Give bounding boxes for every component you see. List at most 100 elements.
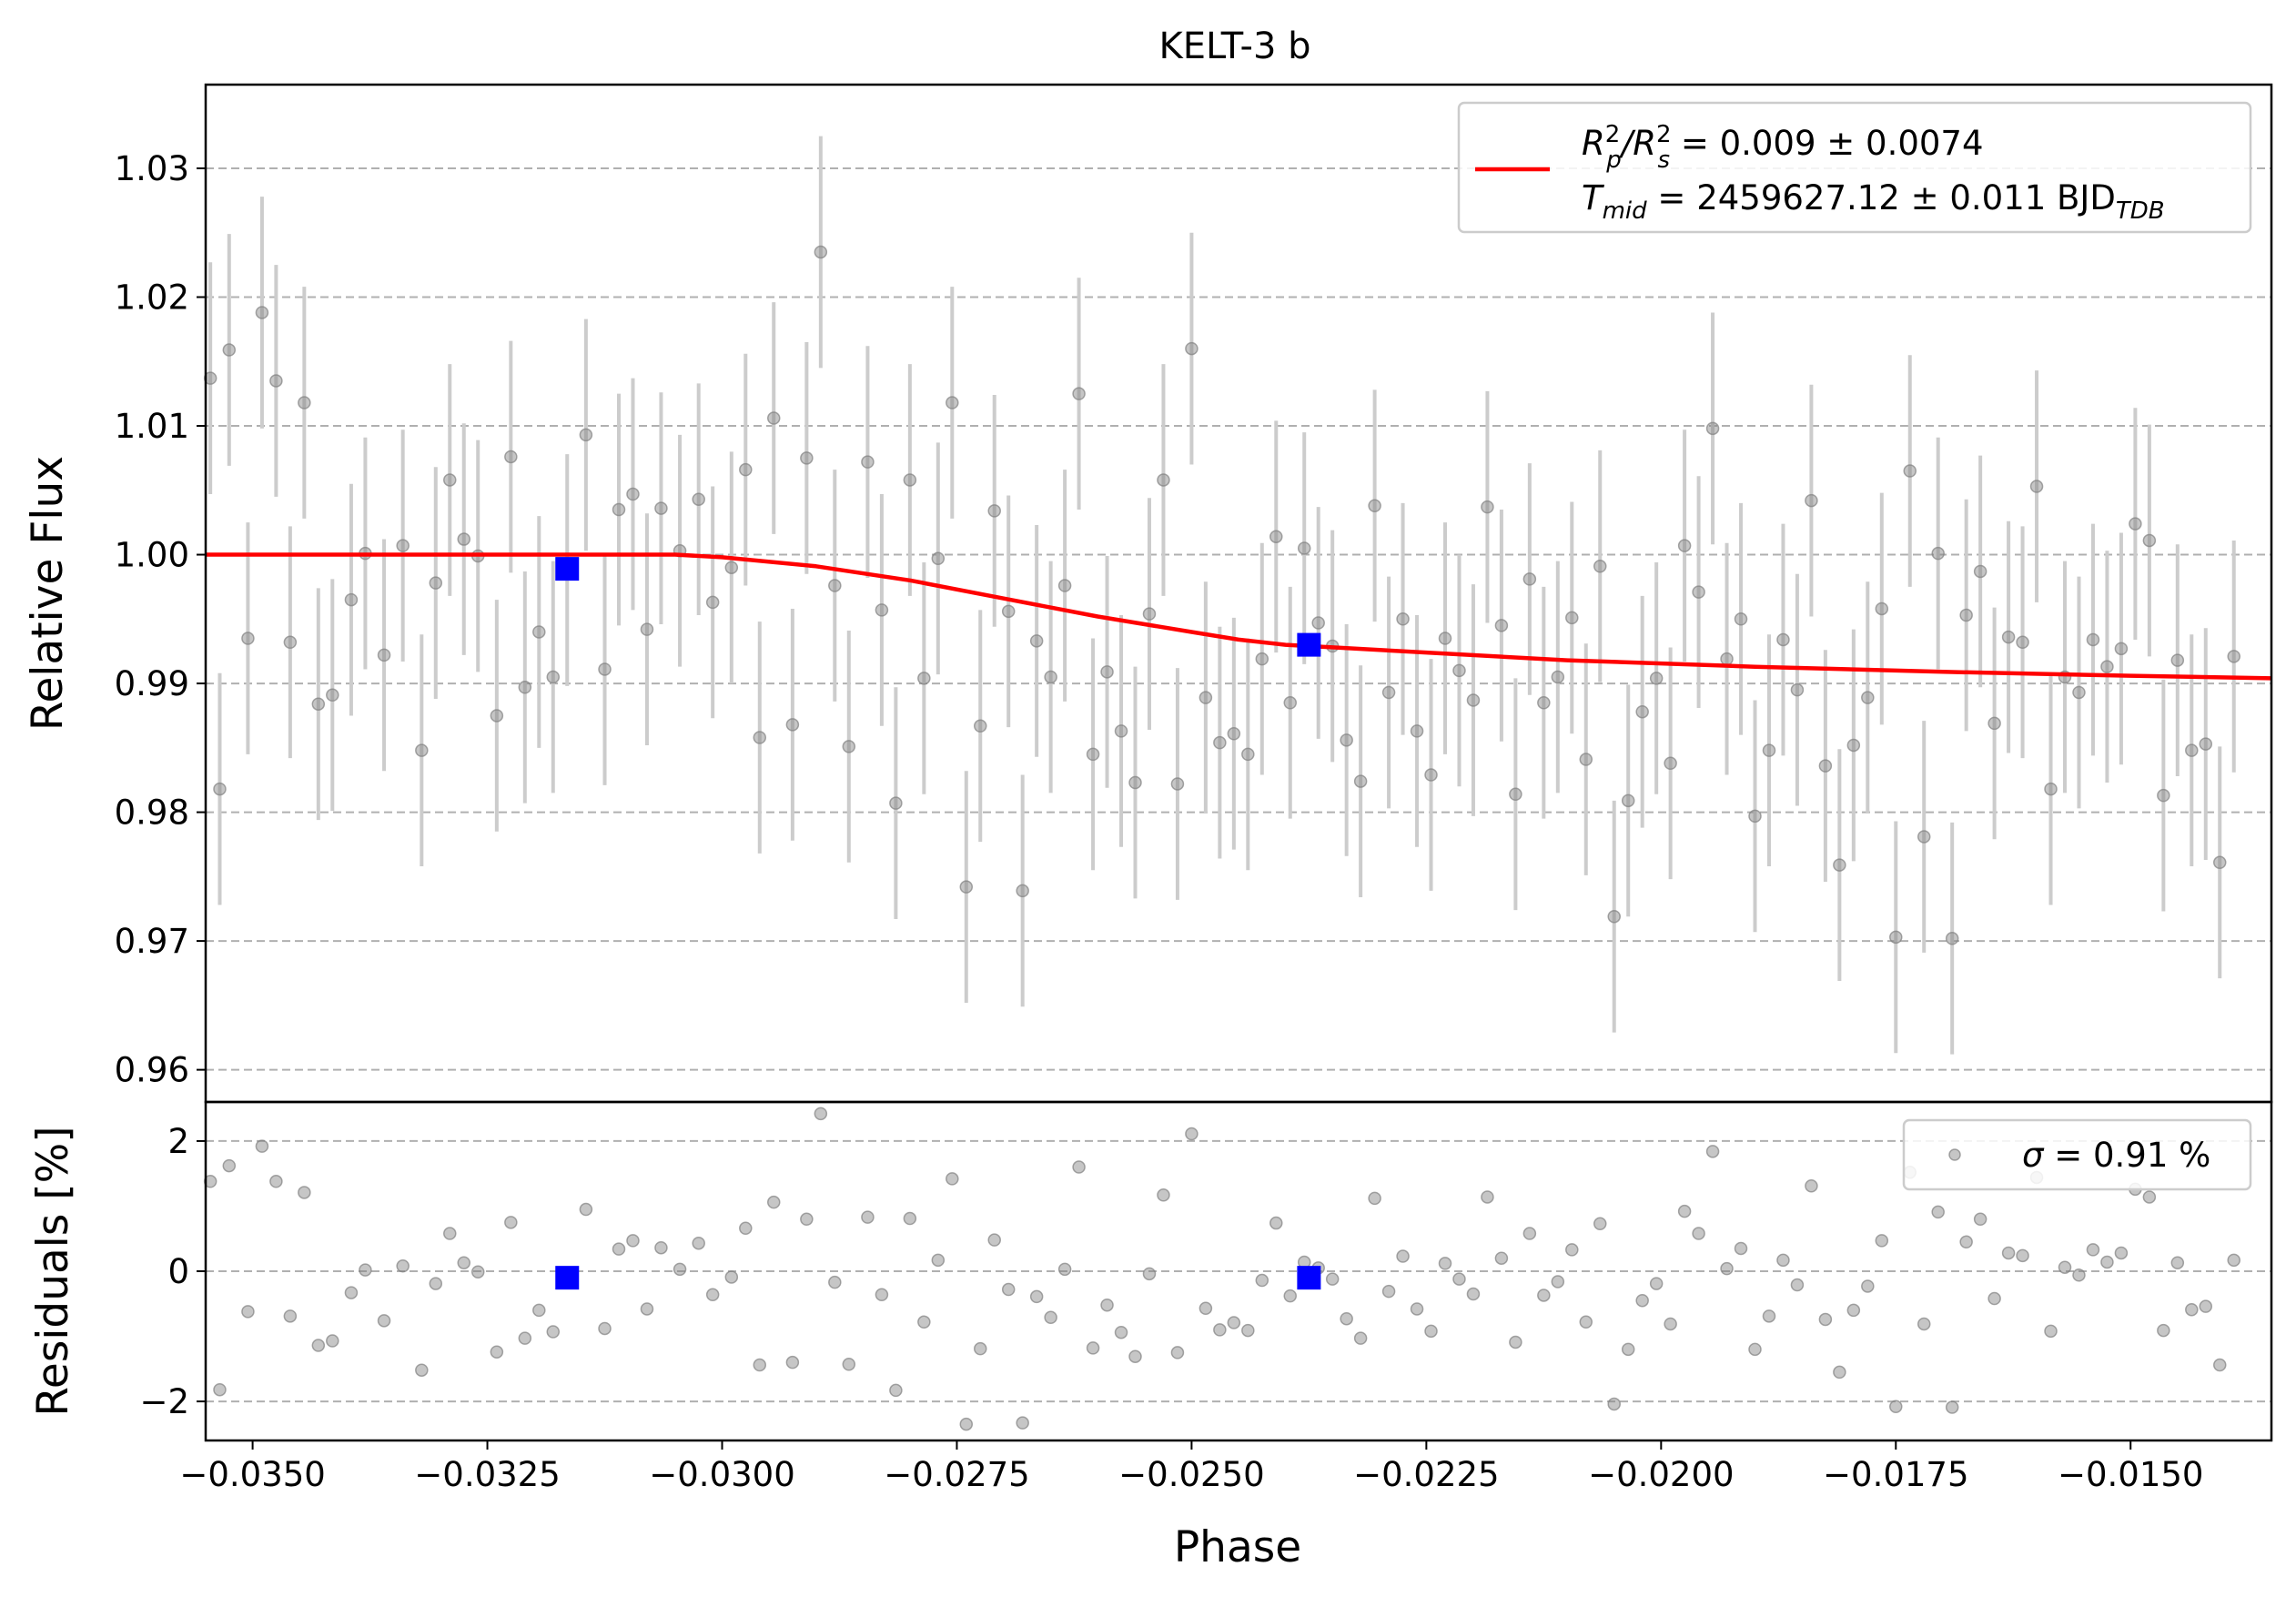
legend-tdb-sub: TDB bbox=[2116, 197, 2165, 225]
flux-data-point bbox=[974, 719, 987, 733]
residual-data-point bbox=[1988, 1291, 2001, 1306]
flux-data-point bbox=[1128, 775, 1142, 790]
flux-data-point bbox=[1762, 743, 1776, 757]
residual-data-point bbox=[1157, 1188, 1170, 1202]
residual-data-point bbox=[1325, 1272, 1340, 1286]
residual-y-tick-label: 2 bbox=[167, 1122, 189, 1161]
residual-data-point bbox=[1846, 1303, 1861, 1318]
residual-data-point bbox=[1522, 1227, 1537, 1240]
flux-data-point bbox=[377, 648, 391, 662]
flux-data-point bbox=[875, 603, 889, 617]
residual-legend-box bbox=[1902, 1118, 2252, 1191]
residual-data-point bbox=[946, 1172, 959, 1186]
flux-data-point bbox=[1692, 585, 1705, 599]
residual-data-point bbox=[640, 1302, 654, 1316]
flux-data-point bbox=[753, 731, 767, 744]
flux-data-point bbox=[1114, 724, 1128, 738]
flux-errorbars bbox=[208, 136, 2236, 1055]
legend-r-main: R bbox=[1582, 124, 1605, 163]
residual-data-point bbox=[1720, 1261, 1734, 1276]
residual-data-point bbox=[2114, 1246, 2129, 1260]
flux-data-point bbox=[1833, 858, 1846, 872]
residual-data-point bbox=[2157, 1323, 2170, 1338]
residual-data-point bbox=[359, 1263, 372, 1277]
residual-data-point bbox=[1748, 1342, 1762, 1357]
flux-data-point bbox=[2072, 685, 2086, 700]
x-axis-title: Phase bbox=[1174, 1522, 1301, 1572]
residual-data-point bbox=[255, 1139, 269, 1153]
residual-data-point bbox=[1128, 1349, 1142, 1363]
residual-data-point bbox=[1509, 1335, 1522, 1349]
flux-data-point bbox=[1565, 611, 1579, 625]
residual-data-point bbox=[2185, 1302, 2199, 1317]
residual-data-point bbox=[1283, 1289, 1297, 1303]
flux-data-point bbox=[1509, 787, 1522, 802]
flux-data-point bbox=[1734, 612, 1748, 626]
residual-data-point bbox=[753, 1358, 767, 1372]
residual-data-point bbox=[612, 1242, 626, 1256]
flux-data-point bbox=[1185, 341, 1199, 356]
residual-data-point bbox=[875, 1288, 889, 1302]
residual-data-point bbox=[1551, 1275, 1565, 1289]
residual-data-point bbox=[987, 1233, 1001, 1247]
residual-data-point bbox=[546, 1325, 561, 1339]
flux-data-point bbox=[1537, 696, 1551, 710]
flux-data-point bbox=[1241, 747, 1255, 762]
flux-data-point bbox=[1016, 884, 1029, 898]
flux-y-tick-label: 0.96 bbox=[115, 1051, 189, 1090]
residual-data-point bbox=[326, 1334, 339, 1348]
flux-data-point bbox=[2199, 737, 2213, 751]
flux-data-point bbox=[1931, 546, 1945, 561]
flux-data-point bbox=[457, 532, 470, 546]
flux-y-axis-title: Relative Flux bbox=[23, 456, 73, 731]
residual-data-point bbox=[1635, 1293, 1649, 1308]
flux-y-tick-label: 1.00 bbox=[115, 536, 189, 575]
flux-data-point bbox=[1142, 607, 1157, 621]
residual-data-point bbox=[1353, 1331, 1368, 1345]
flux-data-point bbox=[1805, 493, 1818, 508]
flux-data-point bbox=[692, 492, 705, 506]
residual-data-point bbox=[2072, 1268, 2086, 1282]
flux-data-point bbox=[828, 579, 842, 592]
flux-y-tick-label: 0.98 bbox=[115, 793, 189, 833]
flux-data-point bbox=[1269, 530, 1283, 543]
flux-data-point bbox=[2142, 533, 2157, 548]
flux-data-point bbox=[1607, 909, 1621, 924]
flux-data-point bbox=[1889, 930, 1903, 945]
flux-data-point bbox=[626, 487, 640, 501]
residual-data-point bbox=[1086, 1341, 1100, 1355]
residual-data-point bbox=[1170, 1346, 1185, 1359]
residual-data-point bbox=[2086, 1243, 2100, 1257]
residual-data-point bbox=[931, 1253, 946, 1268]
residual-data-point bbox=[705, 1288, 720, 1302]
flux-data-point bbox=[546, 670, 561, 684]
residual-data-point bbox=[1565, 1243, 1579, 1257]
flux-legend: R2 p/R2 s = 0.009 ± 0.0074 Tmid = 2459627.… bbox=[1457, 101, 2252, 234]
residual-data-point bbox=[1861, 1279, 1875, 1293]
legend-r-sup2: 2 bbox=[1656, 121, 1672, 148]
residual-data-point bbox=[213, 1382, 227, 1397]
flux-data-point bbox=[1635, 704, 1649, 719]
residual-data-point bbox=[203, 1175, 217, 1188]
residual-data-point bbox=[974, 1341, 987, 1356]
flux-data-point bbox=[518, 681, 532, 694]
residual-data-point bbox=[785, 1355, 800, 1369]
flux-data-point bbox=[1213, 735, 1227, 750]
flux-data-point bbox=[1846, 738, 1861, 753]
residual-legend-text: σ = 0.91 % bbox=[2022, 1136, 2210, 1175]
flux-data-point bbox=[2227, 650, 2240, 663]
residual-data-point bbox=[861, 1210, 875, 1224]
flux-data-point bbox=[800, 451, 814, 465]
residual-data-point bbox=[518, 1331, 532, 1345]
residual-data-point bbox=[1931, 1205, 1945, 1219]
flux-data-point bbox=[532, 625, 546, 639]
residual-data-point bbox=[1466, 1287, 1481, 1301]
transit-model-line bbox=[206, 552, 2272, 681]
residual-data-point bbox=[1649, 1277, 1664, 1290]
x-tick-label: −0.0350 bbox=[179, 1455, 325, 1494]
residual-data-point bbox=[1776, 1253, 1790, 1268]
flux-data-point bbox=[2170, 653, 2185, 667]
flux-data-point bbox=[311, 697, 326, 711]
residual-data-point bbox=[1607, 1397, 1621, 1411]
flux-data-point bbox=[1255, 652, 1269, 666]
